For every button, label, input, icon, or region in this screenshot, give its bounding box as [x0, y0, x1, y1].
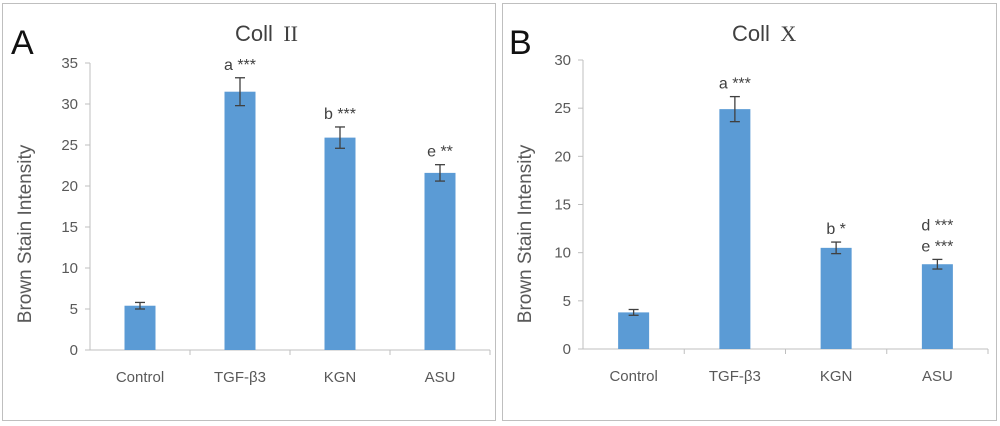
chart-b-annotation-3: d *** [921, 217, 953, 234]
chart-b-bar-2 [820, 247, 852, 349]
chart-a-bar-2 [324, 137, 356, 350]
chart-a-y-tick-label: 25 [61, 137, 78, 154]
chart-b-y-tick-label: 20 [554, 148, 571, 165]
chart-panel-b: B Coll X Brown Stain Intensity 0 5 10 15 20 2… [502, 3, 997, 421]
chart-a-category-label-2: KGN [324, 369, 357, 386]
chart-panel-a: A Coll II Brown Stain Intensity 0 5 10 15 20… [2, 3, 496, 421]
chart-b-y-tick-label: 10 [554, 245, 571, 262]
chart-b-category-label-3: ASU [922, 368, 953, 385]
chart-a-category-label-1: TGF-β3 [214, 369, 266, 386]
chart-a-bar-3 [424, 172, 456, 350]
chart-a-y-tick-label: 35 [61, 55, 78, 72]
chart-a-ylabel: Brown Stain Intensity [15, 144, 36, 323]
chart-b-bar-3 [921, 264, 953, 349]
chart-b-y-tick-label: 15 [554, 197, 571, 214]
chart-a-y-tick-label: 20 [61, 178, 78, 195]
chart-a-plot: 0 5 10 15 20 25 30 35 Control a *** TGF-β3 b *** KGN… [61, 55, 491, 386]
chart-a-title-suffix: II [283, 21, 298, 46]
chart-b-y-tick-label: 25 [554, 100, 571, 117]
panel-letter-a: A [11, 24, 34, 62]
chart-a-y-tick-label: 5 [70, 301, 78, 318]
chart-a-bar-1 [224, 91, 256, 350]
chart-b-category-label-1: TGF-β3 [709, 368, 761, 385]
chart-b-annotation-2: b * [826, 221, 846, 238]
chart-a-bar-0 [124, 305, 156, 350]
panel-letter-b: B [509, 24, 532, 62]
chart-b-annotation-1: a *** [719, 76, 751, 93]
chart-a-title-text: Coll [235, 21, 273, 46]
chart-b-y-tick-label: 30 [554, 52, 571, 69]
chart-a-y-tick-label: 0 [70, 342, 78, 359]
chart-a-y-tick-label: 30 [61, 96, 78, 113]
chart-b-svg: B Coll X Brown Stain Intensity 0 5 10 15 20 2… [509, 21, 989, 385]
chart-b-y-tick-label: 5 [563, 293, 571, 310]
chart-a-category-label-0: Control [116, 369, 164, 386]
chart-b-title-suffix: X [780, 21, 796, 46]
chart-a-y-tick-label: 15 [61, 219, 78, 236]
chart-a-annotation-3: e ** [427, 144, 453, 161]
chart-b-annotation-3: e *** [921, 238, 953, 255]
chart-a-title: Coll II [235, 21, 298, 46]
chart-b-plot: 0 5 10 15 20 25 30 Control a *** TGF-β3 b * KGN d **… [554, 52, 989, 385]
chart-b-category-label-2: KGN [820, 368, 853, 385]
chart-a-annotation-1: a *** [224, 57, 256, 74]
chart-a-y-tick-label: 10 [61, 260, 78, 277]
chart-b-y-tick-label: 0 [563, 341, 571, 358]
chart-b-title-text: Coll [732, 21, 770, 46]
chart-a-annotation-2: b *** [324, 106, 356, 123]
chart-a-svg: A Coll II Brown Stain Intensity 0 5 10 15 20… [11, 21, 491, 386]
chart-b-bar-0 [618, 312, 650, 349]
chart-b-bar-1 [719, 109, 751, 349]
chart-b-ylabel: Brown Stain Intensity [515, 144, 536, 323]
chart-b-category-label-0: Control [609, 368, 657, 385]
chart-b-title: Coll X [732, 21, 796, 46]
chart-a-category-label-3: ASU [425, 369, 456, 386]
